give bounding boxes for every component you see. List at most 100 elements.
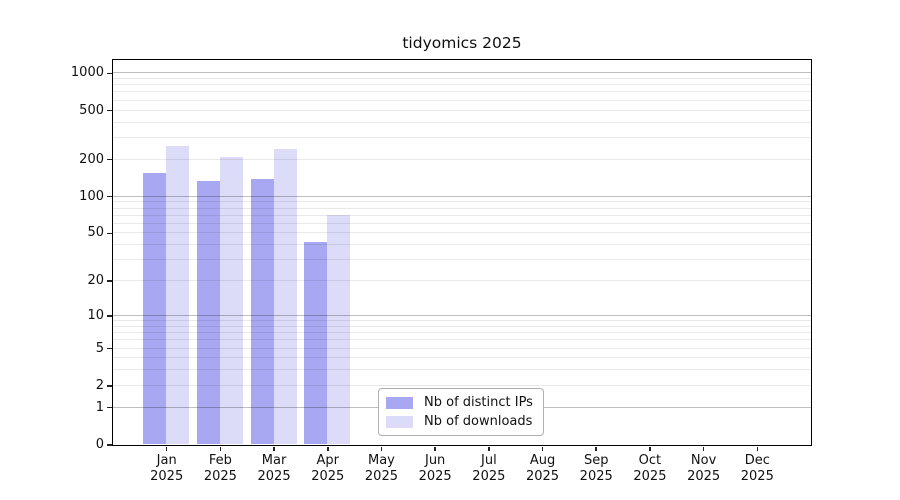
gridline-minor-900 xyxy=(112,77,811,79)
x-tick-label-aug: Aug 2025 xyxy=(511,453,575,484)
x-tick-year-feb: 2025 xyxy=(203,468,237,484)
x-tick-month-nov: Nov xyxy=(690,453,717,468)
bar-apr-distinct-ips xyxy=(304,242,328,445)
bar-mar-downloads xyxy=(273,149,297,445)
gridline-minor-400 xyxy=(112,121,811,123)
gridline-minor-300 xyxy=(112,136,811,138)
x-tick-year-jul: 2025 xyxy=(472,468,506,484)
x-tick-year-aug: 2025 xyxy=(525,468,560,484)
legend-label-distinct-ips: Nb of distinct IPs xyxy=(424,395,533,410)
gridline-minor-5 xyxy=(112,347,811,349)
gridline-minor-30 xyxy=(112,259,811,261)
legend-label-downloads: Nb of downloads xyxy=(424,414,533,429)
x-tick-dec xyxy=(756,446,759,451)
gridline-minor-200 xyxy=(112,158,811,160)
x-tick-month-sep: Sep xyxy=(583,453,609,468)
x-tick-month-jan: Jan xyxy=(156,453,177,468)
x-tick-year-oct: 2025 xyxy=(633,468,667,484)
gridline-major-10 xyxy=(112,314,811,316)
y-tick-label-500: 500 xyxy=(79,102,104,118)
x-tick-nov xyxy=(702,446,705,451)
x-tick-month-oct: Oct xyxy=(638,453,662,468)
x-tick-label-sep: Sep 2025 xyxy=(564,453,628,484)
y-tick-1000 xyxy=(106,72,112,75)
bar-jan-distinct-ips xyxy=(143,172,167,445)
legend: Nb of distinct IPs Nb of downloads xyxy=(378,388,544,436)
gridline-minor-6 xyxy=(112,339,811,341)
x-tick-label-jan: Jan 2025 xyxy=(135,453,199,484)
x-tick-year-dec: 2025 xyxy=(740,468,774,484)
gridline-minor-60 xyxy=(112,222,811,224)
x-tick-sep xyxy=(595,446,597,451)
x-tick-year-may: 2025 xyxy=(364,468,398,484)
x-tick-label-jun: Jun 2025 xyxy=(403,453,467,484)
x-tick-month-jun: Jun xyxy=(424,453,446,468)
gridline-minor-800 xyxy=(112,84,811,86)
y-tick-label-2: 2 xyxy=(95,377,104,393)
x-tick-label-mar: Mar 2025 xyxy=(242,453,306,484)
y-tick-100 xyxy=(106,195,112,198)
y-tick-label-100: 100 xyxy=(79,188,104,204)
y-tick-50 xyxy=(106,232,112,235)
y-tick-20 xyxy=(106,280,112,282)
y-tick-label-20: 20 xyxy=(87,273,104,289)
y-tick-10 xyxy=(106,315,112,317)
x-tick-month-apr: Apr xyxy=(316,453,340,468)
x-tick-year-jun: 2025 xyxy=(418,468,452,484)
y-tick-label-1: 1 xyxy=(95,399,104,415)
gridline-minor-9 xyxy=(112,320,811,322)
gridline-minor-40 xyxy=(112,244,811,246)
x-tick-month-jul: Jul xyxy=(481,453,497,468)
x-tick-month-aug: Aug xyxy=(529,453,556,468)
gridline-minor-700 xyxy=(112,91,811,93)
bar-feb-downloads xyxy=(219,157,243,445)
gridline-major-1000 xyxy=(112,72,811,74)
y-tick-2 xyxy=(106,385,112,387)
legend-item-downloads: Nb of downloads xyxy=(386,414,536,429)
y-tick-label-1000: 1000 xyxy=(70,65,104,81)
x-tick-jul xyxy=(488,446,490,451)
gridline-minor-90 xyxy=(112,201,811,203)
legend-item-distinct-ips: Nb of distinct IPs xyxy=(386,395,536,410)
bar-mar-distinct-ips xyxy=(250,178,274,445)
x-tick-month-mar: Mar xyxy=(261,453,287,468)
legend-swatch-distinct-ips xyxy=(386,396,413,409)
x-tick-feb xyxy=(219,446,222,451)
x-tick-year-jan: 2025 xyxy=(150,468,184,484)
x-tick-label-feb: Feb 2025 xyxy=(188,453,252,484)
x-tick-aug xyxy=(541,446,544,451)
x-tick-month-may: May xyxy=(368,453,395,468)
y-tick-label-50: 50 xyxy=(87,225,104,241)
gridline-major-100 xyxy=(112,195,811,197)
x-tick-label-nov: Nov 2025 xyxy=(672,453,736,484)
x-tick-year-sep: 2025 xyxy=(579,468,613,484)
gridline-minor-8 xyxy=(112,325,811,327)
y-tick-0 xyxy=(106,444,112,446)
x-tick-label-may: May 2025 xyxy=(349,453,413,484)
gridline-minor-600 xyxy=(112,99,811,101)
y-tick-5 xyxy=(106,347,112,350)
x-tick-label-jul: Jul 2025 xyxy=(457,453,521,484)
bar-feb-distinct-ips xyxy=(196,180,220,445)
gridline-minor-50 xyxy=(112,232,811,234)
gridline-minor-3 xyxy=(112,369,811,371)
y-tick-200 xyxy=(106,158,112,161)
y-tick-500 xyxy=(106,109,112,112)
x-tick-jan xyxy=(165,446,168,451)
x-tick-jun xyxy=(434,446,436,451)
x-tick-mar xyxy=(273,446,275,451)
x-tick-year-nov: 2025 xyxy=(687,468,721,484)
x-tick-label-dec: Dec 2025 xyxy=(725,453,789,484)
x-tick-year-mar: 2025 xyxy=(257,468,291,484)
gridline-minor-7 xyxy=(112,332,811,334)
gridline-minor-80 xyxy=(112,207,811,209)
gridline-minor-70 xyxy=(112,214,811,216)
x-tick-year-apr: 2025 xyxy=(311,468,345,484)
gridline-minor-20 xyxy=(112,280,811,282)
y-tick-label-10: 10 xyxy=(87,307,104,323)
gridline-minor-500 xyxy=(112,109,811,111)
x-tick-apr xyxy=(327,446,329,451)
x-tick-month-feb: Feb xyxy=(208,453,232,468)
legend-swatch-downloads xyxy=(386,415,413,428)
